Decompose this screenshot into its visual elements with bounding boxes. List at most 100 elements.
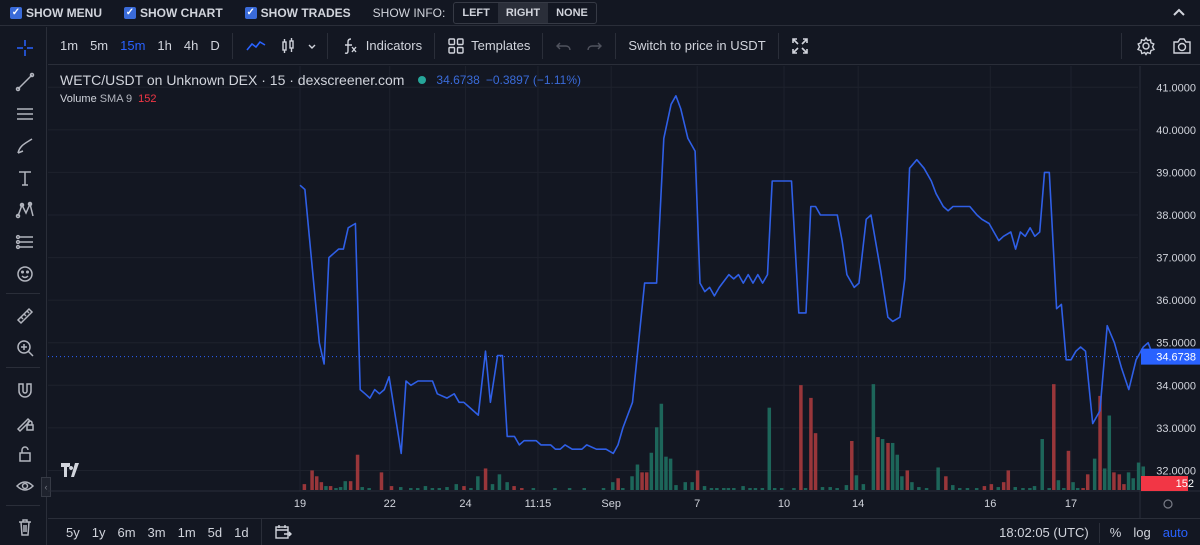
log-scale-toggle[interactable]: log xyxy=(1133,525,1151,540)
range-1d[interactable]: 1d xyxy=(234,524,249,540)
volume-bar xyxy=(974,488,979,490)
trend-line-tool[interactable] xyxy=(12,69,38,95)
volume-bar xyxy=(483,468,488,490)
last-price-label: 34.6738 xyxy=(1156,352,1196,364)
icons-tool[interactable] xyxy=(12,261,38,287)
redo-button[interactable] xyxy=(579,38,609,54)
templates-button[interactable]: Templates xyxy=(441,37,536,55)
timeframe-5m[interactable]: 5m xyxy=(90,38,109,53)
range-3m[interactable]: 3m xyxy=(147,524,166,540)
range-1m[interactable]: 1m xyxy=(177,524,196,540)
pencil-lock-icon xyxy=(16,417,34,433)
volume-bar xyxy=(748,488,752,490)
range-6m[interactable]: 6m xyxy=(117,524,136,540)
brush-tool[interactable] xyxy=(12,133,38,159)
volume-bar xyxy=(1136,462,1141,490)
volume-bar xyxy=(996,487,1001,490)
collapse-toolbar-button[interactable]: ‹ xyxy=(41,477,51,497)
volume-bar xyxy=(1052,384,1056,490)
chevron-up-icon[interactable] xyxy=(1172,6,1186,20)
prediction-tool[interactable] xyxy=(12,229,38,255)
calendar-goto-icon xyxy=(274,525,292,539)
chart-type-dropdown[interactable] xyxy=(303,41,321,51)
volume-axis-label: 152 xyxy=(1176,478,1194,490)
volume-bar xyxy=(890,442,895,490)
info-option-right[interactable]: RIGHT xyxy=(497,2,549,23)
volume-bar xyxy=(454,484,459,490)
indicators-button[interactable]: Indicators xyxy=(334,36,428,56)
price-chart[interactable]: 32.0000 33.0000 34.0000 35.0000 36.0000 37.00… xyxy=(48,66,1200,518)
volume-bar xyxy=(469,488,473,490)
grid-squares-icon xyxy=(448,37,464,54)
zoom-tool[interactable] xyxy=(12,335,38,361)
show-chart-toggle[interactable]: ✓ SHOW CHART xyxy=(124,6,223,20)
price-line xyxy=(299,94,1154,455)
volume-bar xyxy=(772,488,777,490)
chart-area[interactable]: 32.0000 33.0000 34.0000 35.0000 36.0000 37.00… xyxy=(48,66,1200,545)
timeframe-1h[interactable]: 1h xyxy=(157,38,172,53)
range-5d[interactable]: 5d xyxy=(207,524,223,540)
fullscreen-button[interactable] xyxy=(785,37,815,55)
range-1y[interactable]: 1y xyxy=(91,524,106,540)
volume-bar xyxy=(635,464,640,490)
hide-drawings-tool[interactable] xyxy=(12,473,38,499)
auto-scale-toggle[interactable]: auto xyxy=(1162,525,1188,540)
screenshot-button[interactable] xyxy=(1164,37,1200,55)
undo-button[interactable] xyxy=(549,38,579,54)
crosshair-icon xyxy=(17,40,33,56)
price-tick-label: 35.0000 xyxy=(1156,338,1196,350)
info-option-none[interactable]: NONE xyxy=(556,6,588,19)
volume-bar xyxy=(654,427,659,490)
timeframe-15m[interactable]: 15m xyxy=(120,38,146,53)
go-to-date-button[interactable] xyxy=(268,524,298,540)
volume-bar xyxy=(430,488,435,490)
ruler-tool[interactable] xyxy=(12,303,38,329)
lock-tool[interactable] xyxy=(12,441,38,467)
volume-bar xyxy=(490,484,495,490)
horizontal-lines-tool[interactable] xyxy=(12,101,38,127)
crosshair-tool[interactable] xyxy=(12,35,38,61)
bottom-bar: 5y 1y 6m 3m 1m 5d 1d 18:02:05 (UTC) % lo… xyxy=(48,518,1200,545)
volume-bar xyxy=(621,488,625,490)
utc-clock[interactable]: 18:02:05 (UTC) xyxy=(999,525,1089,540)
volume-bar xyxy=(437,488,442,490)
volume-bar xyxy=(348,481,353,490)
line-chart-type-button[interactable] xyxy=(239,38,273,54)
switch-price-usdt-button[interactable]: Switch to price in USDT xyxy=(622,38,771,53)
market-status-icon xyxy=(418,76,427,84)
trend-line-icon xyxy=(15,72,35,92)
percent-scale-toggle[interactable]: % xyxy=(1109,525,1122,540)
price-tick-label: 37.0000 xyxy=(1156,253,1196,265)
price-tick-label: 38.0000 xyxy=(1156,210,1196,222)
volume-bar xyxy=(314,476,319,490)
volume-bar xyxy=(803,488,808,490)
range-5y[interactable]: 5y xyxy=(66,524,80,540)
remove-drawings-tool[interactable] xyxy=(12,514,38,540)
text-tool[interactable] xyxy=(12,165,38,191)
candles-chart-type-button[interactable] xyxy=(273,37,303,55)
volume-bar xyxy=(854,475,859,490)
undo-icon xyxy=(556,42,572,50)
volume-bar xyxy=(779,488,784,490)
volume-label-bg xyxy=(1141,476,1188,491)
timeframe-d[interactable]: D xyxy=(210,38,220,53)
volume-bar xyxy=(1001,482,1006,490)
timeframe-4h[interactable]: 4h xyxy=(183,38,199,53)
pattern-tool[interactable] xyxy=(12,197,38,223)
show-trades-label: SHOW TRADES xyxy=(260,5,351,20)
pen-icon xyxy=(17,138,33,154)
volume-bar xyxy=(505,482,509,490)
magnet-tool[interactable] xyxy=(12,377,38,403)
volume-bar xyxy=(389,486,394,490)
templates-label: Templates xyxy=(471,38,531,53)
volume-bar xyxy=(611,482,615,490)
show-trades-toggle[interactable]: ✓ SHOW TRADES xyxy=(244,5,351,20)
volume-sma-label: SMA 9 xyxy=(99,93,133,105)
timeframe-1m[interactable]: 1m xyxy=(60,38,79,53)
volume-bar xyxy=(462,486,466,490)
show-menu-toggle[interactable]: ✓ SHOW MENU xyxy=(10,6,102,20)
lock-drawings-tool[interactable] xyxy=(12,409,38,435)
info-option-left[interactable]: LEFT xyxy=(462,6,490,19)
settings-button[interactable] xyxy=(1128,36,1164,56)
volume-bar xyxy=(1047,488,1051,490)
